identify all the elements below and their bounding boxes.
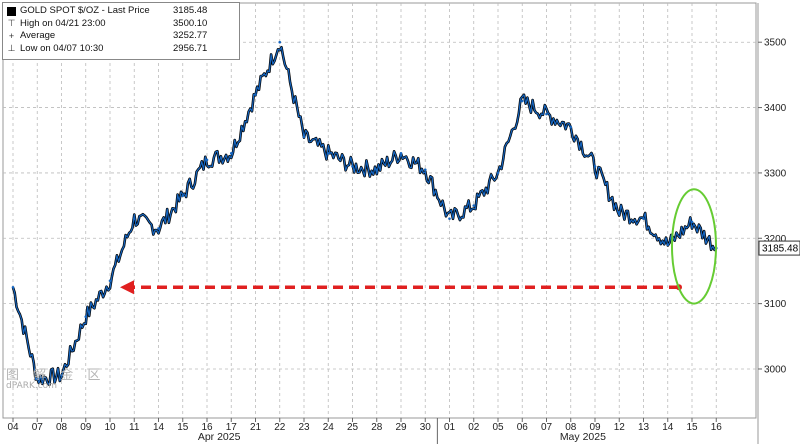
x-tick-label: 09	[589, 422, 601, 433]
data-point	[11, 285, 15, 289]
x-tick-label: 13	[638, 422, 650, 433]
x-tick-label: 25	[347, 422, 359, 433]
data-point	[399, 152, 403, 155]
watermark-latin: dPARK.com	[6, 381, 57, 391]
data-point	[254, 93, 257, 96]
x-tick-label: 24	[323, 422, 335, 433]
x-tick-label: 06	[517, 422, 529, 433]
data-point	[520, 99, 524, 103]
legend-high-label: High on 04/21 23:00	[20, 17, 106, 29]
x-tick-label: 08	[56, 422, 68, 433]
data-point	[617, 210, 621, 214]
data-point	[593, 165, 597, 168]
data-point	[181, 194, 185, 198]
x-tick-label: 01	[444, 422, 456, 433]
data-point	[569, 125, 573, 129]
y-tick-label: 3200	[764, 234, 787, 245]
y-tick-label: 3400	[764, 103, 787, 114]
average-marker-icon: +	[8, 30, 15, 41]
x-tick-label: 14	[153, 422, 165, 433]
legend-high-value: 3500.10	[173, 17, 208, 29]
data-point	[375, 168, 379, 171]
x-tick-label: 23	[298, 422, 310, 433]
watermark: 图 解 金 区 dPARK.com	[6, 368, 106, 391]
green-highlight-ellipse	[671, 188, 717, 305]
plot-frame	[2, 2, 757, 419]
legend-average-label: Average	[20, 30, 56, 41]
watermark-chinese: 图 解 金 区	[6, 368, 106, 383]
y-tick-label: 3000	[764, 364, 787, 375]
y-tick-label: 3100	[764, 299, 787, 310]
x-tick-label: 07	[32, 422, 44, 433]
x-tick-label: 28	[371, 422, 383, 433]
low-marker-icon: ⊥	[7, 43, 16, 54]
x-tick-label: 14	[662, 422, 674, 433]
x-tick-label: 16	[711, 422, 723, 433]
legend-low-label: Low on 04/07 10:30	[20, 42, 104, 54]
month-label: Apr 2025	[198, 431, 241, 443]
red-arrow-head	[120, 280, 134, 295]
data-point	[448, 217, 451, 220]
x-tick-label: 12	[614, 422, 626, 433]
data-point	[229, 152, 233, 155]
legend-last-price: 3185.48	[173, 5, 208, 16]
x-tick-label: 02	[468, 422, 480, 433]
data-point	[278, 40, 282, 44]
data-point	[351, 165, 354, 168]
data-point	[423, 168, 427, 171]
x-tick-label: 11	[129, 422, 140, 433]
x-tick-label: 15	[177, 422, 189, 433]
x-tick-label: 21	[250, 422, 262, 433]
legend-high-row: ⊤ High on 04/21 23:00 3500.10	[7, 18, 235, 31]
chart-legend: GOLD SPOT $/OZ - Last Price 3185.48 ⊤ Hi…	[2, 2, 240, 60]
x-tick-label: 17	[226, 422, 238, 433]
x-tick-label: 16	[201, 422, 213, 433]
x-tick-label: 08	[565, 422, 577, 433]
x-tick-label: 15	[686, 422, 698, 433]
legend-average-value: 3252.77	[173, 30, 208, 41]
high-marker-icon: ⊤	[7, 18, 16, 29]
series-line	[12, 46, 717, 386]
x-tick-label: 07	[541, 422, 553, 433]
data-point	[690, 220, 694, 224]
y-tick-label: 3500	[764, 38, 787, 49]
legend-series-label: GOLD SPOT $/OZ - Last Price	[20, 5, 150, 16]
legend-low-row: ⊥ Low on 04/07 10:30 2956.71	[7, 43, 235, 56]
data-point	[35, 377, 39, 381]
last-price-label: 3185.48	[762, 244, 799, 255]
data-point	[60, 374, 63, 377]
x-tick-label: 09	[80, 422, 92, 433]
x-tick-label: 29	[395, 422, 407, 433]
data-point	[326, 152, 330, 155]
data-point	[132, 217, 136, 220]
data-point	[496, 171, 500, 175]
legend-average-row: + Average 3252.77	[7, 30, 235, 43]
data-point	[205, 158, 209, 162]
x-tick-label: 10	[104, 422, 116, 433]
data-point	[108, 279, 112, 283]
last-price-box	[758, 240, 800, 256]
legend-series-row: GOLD SPOT $/OZ - Last Price 3185.48	[7, 5, 235, 18]
x-tick-label: 22	[274, 422, 286, 433]
data-point	[84, 315, 88, 319]
data-point	[157, 227, 160, 230]
legend-low-value: 2956.71	[173, 42, 208, 54]
data-point	[545, 112, 548, 116]
x-tick-label: 05	[492, 422, 504, 433]
x-tick-label: 04	[7, 422, 19, 433]
y-tick-label: 3300	[764, 168, 787, 179]
data-point	[302, 135, 306, 139]
data-point	[666, 243, 670, 247]
x-tick-label: 30	[420, 422, 432, 433]
data-point	[642, 217, 645, 220]
data-point	[472, 204, 476, 207]
series-swatch-icon	[7, 6, 16, 16]
month-label: May 2025	[560, 431, 606, 443]
